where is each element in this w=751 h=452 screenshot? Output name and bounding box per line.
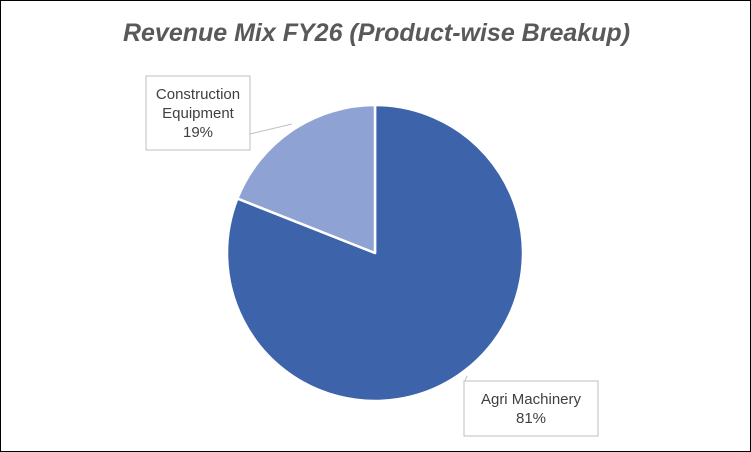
pie-slice-construction-equipment — [236, 103, 377, 255]
data-label-box — [463, 380, 599, 437]
data-label-box — [145, 75, 251, 151]
data-label-text: Construction — [156, 86, 240, 103]
data-label-text: Equipment — [162, 105, 235, 122]
chart-title: Revenue Mix FY26 (Product-wise Breakup) — [122, 19, 631, 47]
data-label-agri-machinery: Agri Machinery 81% — [463, 380, 599, 437]
pie-slices — [225, 103, 525, 403]
data-label-text: 19% — [183, 124, 213, 141]
data-label-text: 81% — [516, 410, 546, 427]
data-labels: Agri Machinery 81% Construction Equipment 19… — [145, 75, 599, 437]
data-label-text: Agri Machinery — [481, 391, 582, 408]
data-label-construction-equipment: Construction Equipment 19% — [145, 75, 251, 151]
leader-line — [249, 123, 293, 135]
